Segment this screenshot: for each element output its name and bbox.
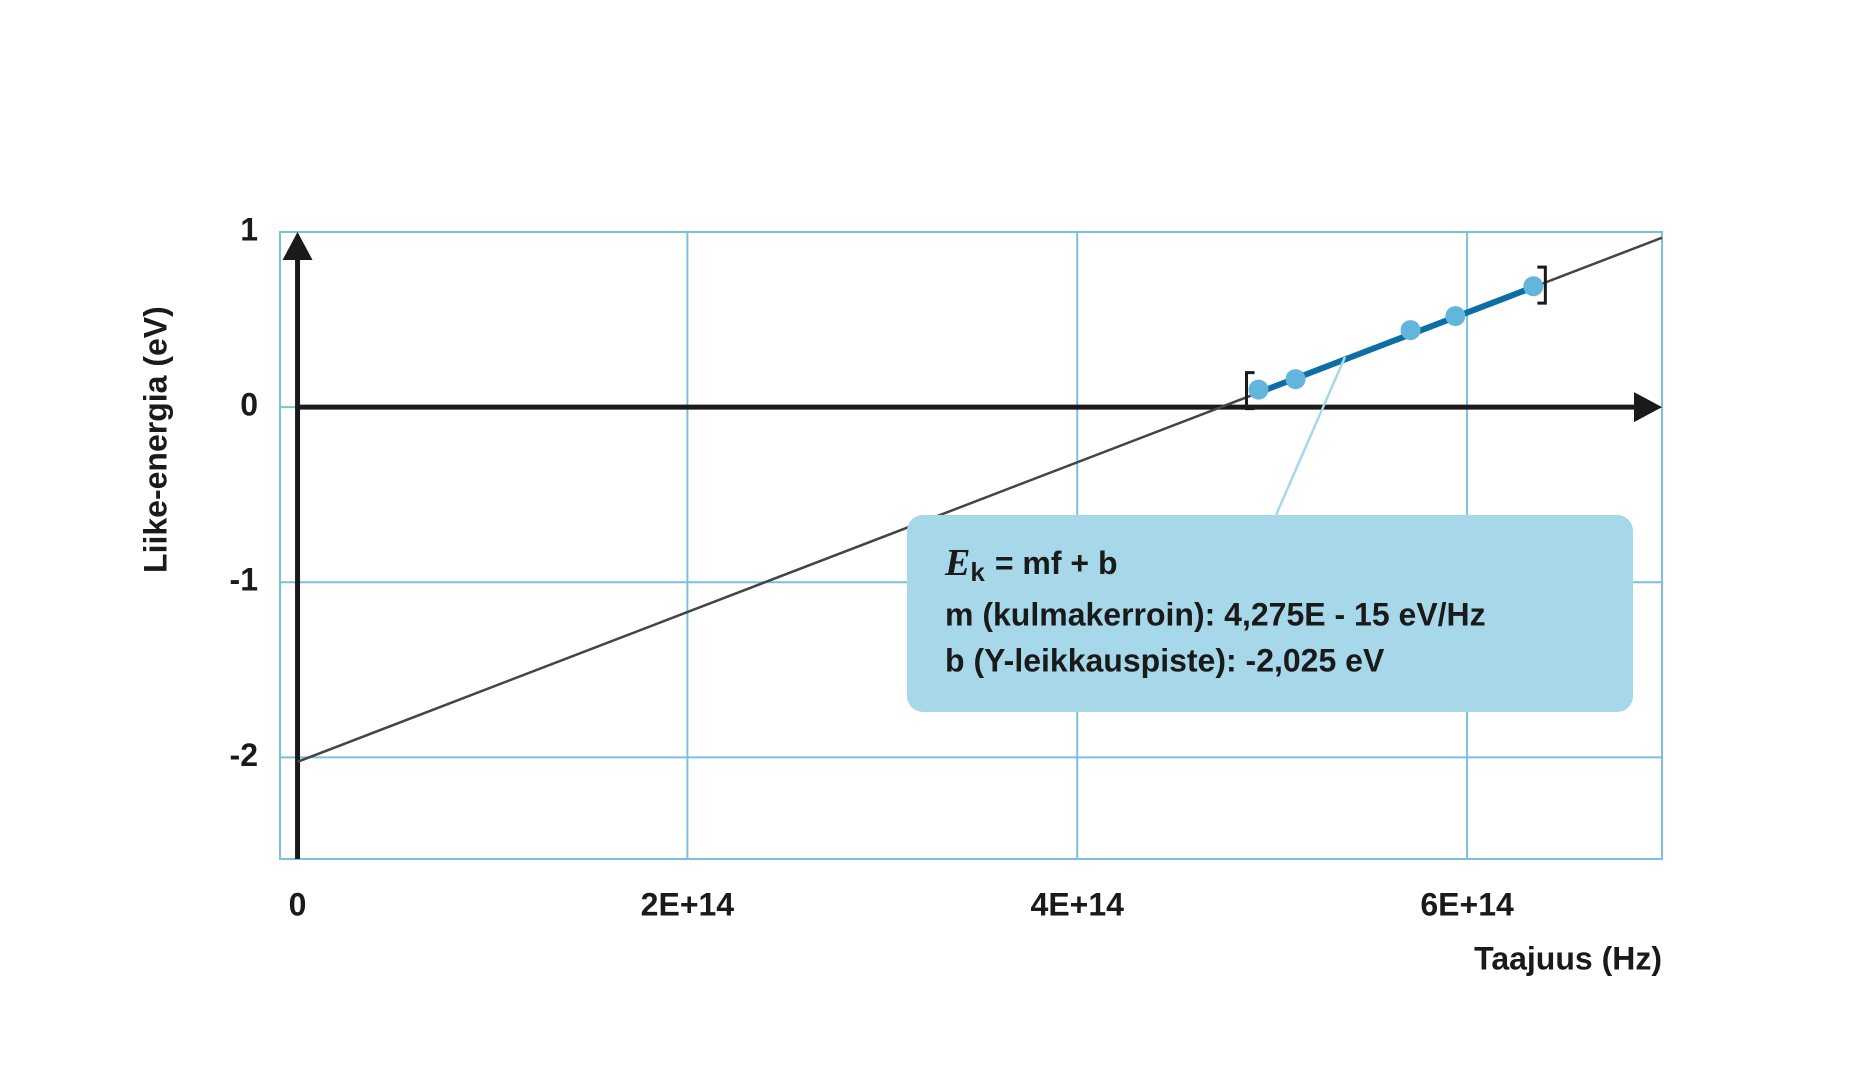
y-axis-arrow (282, 232, 313, 260)
plot-frame (279, 231, 1663, 860)
y-tick-label: -1 (230, 562, 258, 598)
x-tick-label: 4E+14 (1031, 886, 1125, 922)
equation-subscript: k (970, 557, 985, 587)
y-tick-label: -2 (230, 737, 258, 773)
x-tick-label: 0 (289, 886, 307, 922)
data-point (1523, 276, 1544, 297)
callout-equation: Ek = mf + b (944, 542, 1118, 587)
y-tick-label: 1 (240, 211, 258, 247)
equation-symbol: E (944, 542, 970, 584)
y-axis-label: Liike-energia (eV) (137, 306, 173, 573)
data-point (1445, 306, 1466, 327)
x-tick-label: 6E+14 (1420, 886, 1514, 922)
callout-line: b (Y-leikkauspiste): -2,025 eV (945, 642, 1385, 678)
y-tick-label: 0 (240, 387, 258, 423)
data-point (1285, 369, 1306, 390)
callout-line: m (kulmakerroin): 4,275E - 15 eV/Hz (945, 596, 1486, 632)
x-axis-label: Taajuus (Hz) (1474, 940, 1662, 976)
callout-connector (1274, 356, 1347, 516)
x-axis-arrow (1634, 392, 1662, 423)
data-point (1400, 320, 1421, 341)
range-bracket (1245, 371, 1255, 411)
callout-box (907, 515, 1633, 712)
equation-text: = mf + b (995, 545, 1118, 581)
range-bracket (1537, 265, 1547, 305)
data-point (1248, 379, 1269, 400)
x-tick-label: 2E+14 (641, 886, 735, 922)
